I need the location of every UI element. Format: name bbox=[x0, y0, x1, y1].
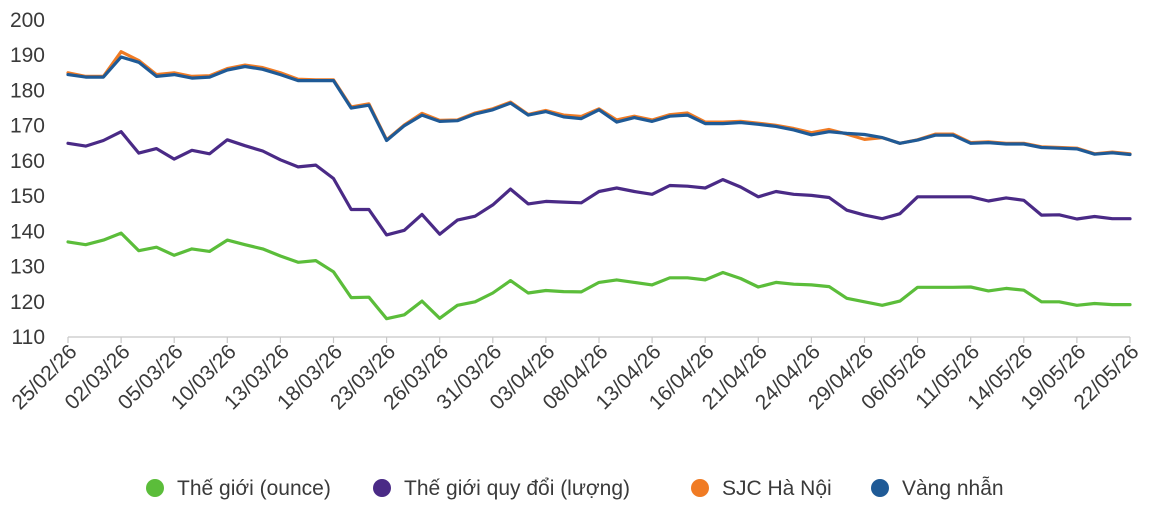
legend-marker bbox=[871, 479, 889, 497]
legend-marker bbox=[691, 479, 709, 497]
legend: Thế giới (ounce) Thế giới quy đổi (lượng)… bbox=[146, 477, 1004, 500]
series-line-0 bbox=[66, 231, 1132, 321]
series-line-1 bbox=[66, 130, 1132, 237]
legend-marker bbox=[373, 479, 391, 497]
series-line-3 bbox=[66, 55, 1132, 157]
y-tick-label: 110 bbox=[12, 326, 45, 349]
legend-label: SJC Hà Nội bbox=[722, 477, 832, 500]
y-tick-label: 130 bbox=[10, 256, 45, 279]
legend-marker bbox=[146, 479, 164, 497]
y-axis: 200 190 180 170 160 150 140 130 120 110 bbox=[10, 9, 45, 349]
y-tick-label: 170 bbox=[10, 115, 45, 138]
y-tick-label: 120 bbox=[10, 291, 45, 314]
y-tick-label: 150 bbox=[10, 185, 45, 208]
legend-label: Thế giới quy đổi (lượng) bbox=[404, 477, 630, 500]
series-layer bbox=[66, 50, 1132, 321]
y-tick-label: 160 bbox=[10, 150, 45, 173]
y-tick-label: 140 bbox=[10, 220, 45, 243]
x-axis: 25/02/2602/03/2605/03/2610/03/2613/03/26… bbox=[7, 337, 1144, 414]
y-tick-label: 180 bbox=[10, 79, 45, 102]
legend-label: Vàng nhẫn bbox=[902, 477, 1004, 500]
y-tick-label: 200 bbox=[10, 9, 45, 32]
y-tick-label: 190 bbox=[10, 44, 45, 67]
legend-label: Thế giới (ounce) bbox=[177, 477, 331, 500]
